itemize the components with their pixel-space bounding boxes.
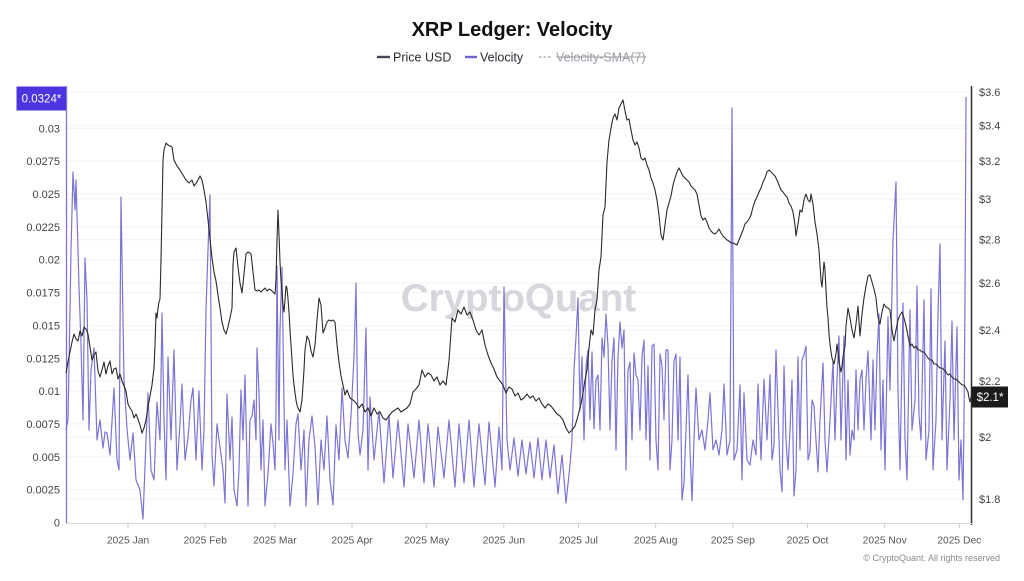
svg-text:0: 0	[54, 518, 60, 530]
svg-text:XRP Ledger: Velocity: XRP Ledger: Velocity	[412, 19, 614, 41]
svg-text:CryptoQuant: CryptoQuant	[401, 277, 636, 320]
svg-text:0.005: 0.005	[32, 452, 60, 464]
svg-text:0.015: 0.015	[32, 320, 60, 332]
svg-text:$2.6: $2.6	[979, 278, 1000, 290]
svg-text:0.025: 0.025	[32, 189, 60, 201]
svg-text:$2.2: $2.2	[979, 376, 1000, 388]
svg-text:2025 Apr: 2025 Apr	[331, 536, 373, 547]
svg-text:$2: $2	[979, 432, 991, 444]
svg-text:0.0324*: 0.0324*	[22, 94, 62, 106]
svg-text:$3.6: $3.6	[979, 87, 1000, 99]
svg-text:2025 Jan: 2025 Jan	[107, 536, 150, 547]
svg-text:2025 May: 2025 May	[404, 536, 450, 547]
svg-text:2025 Jul: 2025 Jul	[559, 536, 598, 547]
svg-text:0.0225: 0.0225	[26, 222, 60, 234]
svg-text:0.0275: 0.0275	[26, 156, 60, 168]
svg-text:2025 Sep: 2025 Sep	[711, 536, 755, 547]
svg-text:$2.4: $2.4	[979, 325, 1000, 337]
svg-text:Price USD: Price USD	[393, 51, 451, 65]
svg-text:$2.1*: $2.1*	[977, 392, 1004, 404]
svg-text:$1.8: $1.8	[979, 494, 1000, 506]
svg-text:0.0175: 0.0175	[26, 288, 60, 300]
svg-text:Velocity: Velocity	[480, 51, 524, 65]
svg-text:$3.4: $3.4	[979, 121, 1000, 133]
svg-text:$2.8: $2.8	[979, 235, 1000, 247]
svg-text:2025 Jun: 2025 Jun	[483, 536, 526, 547]
svg-text:0.0075: 0.0075	[26, 419, 60, 431]
svg-text:© CryptoQuant. All rights rese: © CryptoQuant. All rights reserved	[863, 553, 1000, 563]
svg-text:2025 Aug: 2025 Aug	[634, 536, 678, 547]
svg-text:2025 Feb: 2025 Feb	[183, 536, 227, 547]
svg-text:0.02: 0.02	[39, 255, 60, 267]
svg-text:2025 Oct: 2025 Oct	[787, 536, 829, 547]
svg-text:2025 Dec: 2025 Dec	[937, 536, 981, 547]
svg-text:2025 Nov: 2025 Nov	[863, 536, 908, 547]
svg-text:0.03: 0.03	[39, 123, 60, 135]
svg-text:$3.2: $3.2	[979, 156, 1000, 168]
svg-text:0.0025: 0.0025	[26, 485, 60, 497]
svg-text:0.0125: 0.0125	[26, 353, 60, 365]
svg-text:0.01: 0.01	[39, 386, 60, 398]
svg-text:2025 Mar: 2025 Mar	[253, 536, 297, 547]
svg-text:$3: $3	[979, 194, 991, 206]
